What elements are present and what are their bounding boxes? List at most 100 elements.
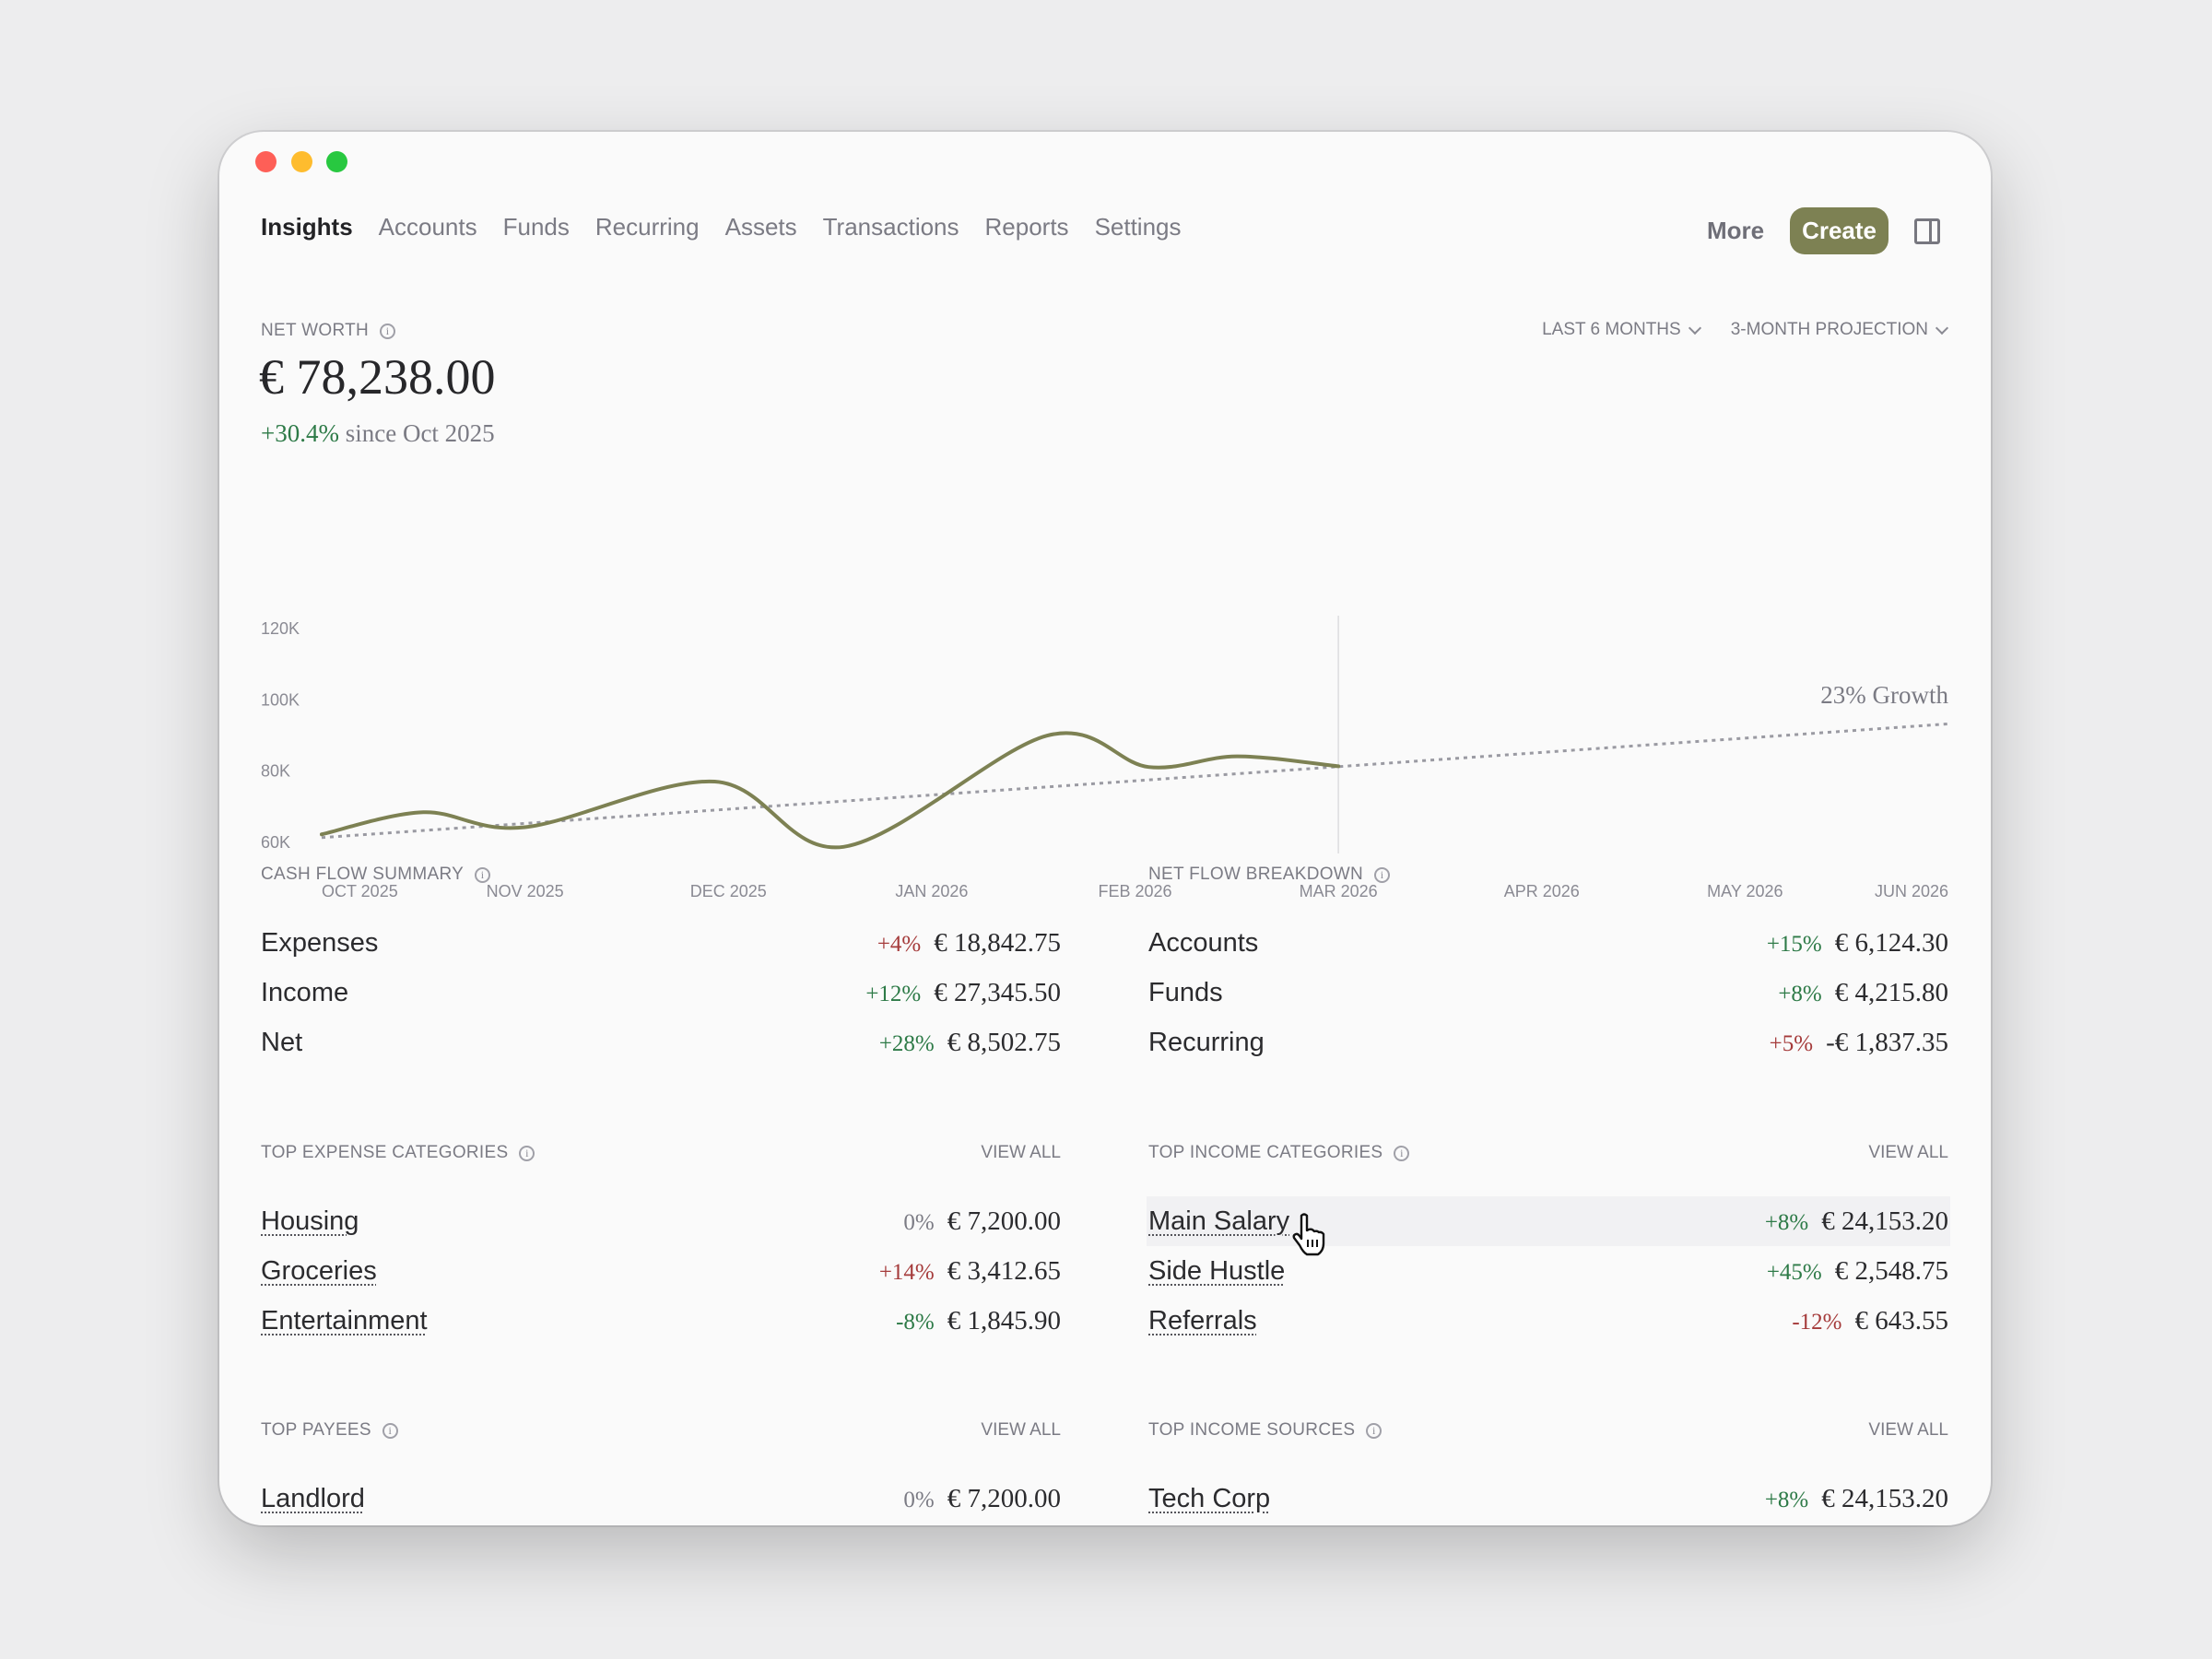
info-icon[interactable]: i (1374, 866, 1391, 883)
change-percent: +30.4% (261, 419, 339, 447)
y-tick-label: 60K (261, 833, 290, 852)
section-header: TOP INCOME CATEGORIES i VIEW ALL (1148, 1141, 1948, 1165)
close-window-button[interactable] (255, 151, 276, 172)
item-name[interactable]: Groceries (261, 1255, 377, 1286)
section-title-wrap: NET FLOW BREAKDOWN i (1148, 865, 1391, 885)
item-name: Net (261, 1027, 303, 1057)
item-change: 0% (903, 1209, 935, 1235)
item-name[interactable]: Housing (261, 1206, 359, 1236)
nav-reports[interactable]: Reports (984, 213, 1069, 241)
create-button[interactable]: Create (1790, 207, 1888, 254)
list-item[interactable]: Groceries +14% € 3,412.65 (259, 1246, 1063, 1296)
nav-accounts[interactable]: Accounts (378, 213, 477, 241)
item-change: +4% (877, 931, 922, 957)
view-all-link[interactable]: VIEW ALL (1868, 1143, 1948, 1162)
net-worth-title: NET WORTH (261, 321, 370, 340)
item-values: 0% € 7,200.00 (903, 1206, 1061, 1237)
view-all-link[interactable]: VIEW ALL (1868, 1420, 1948, 1440)
more-button[interactable]: More (1706, 217, 1765, 244)
list-item[interactable]: Landlord 0% € 7,200.00 (259, 1474, 1063, 1524)
info-icon[interactable]: i (382, 1422, 398, 1439)
minimize-window-button[interactable] (291, 151, 312, 172)
x-tick-label: DEC 2025 (690, 882, 767, 900)
item-name[interactable]: Side Hustle (1148, 1255, 1286, 1286)
x-tick-label: MAR 2026 (1300, 882, 1378, 900)
list-item[interactable]: Side Hustle +45% € 2,548.75 (1147, 1246, 1950, 1296)
nav-assets[interactable]: Assets (724, 213, 797, 241)
view-all-link[interactable]: VIEW ALL (981, 1420, 1061, 1440)
section-title-wrap: TOP EXPENSE CATEGORIES i (261, 1143, 535, 1163)
item-change: +12% (865, 981, 922, 1006)
nav-funds[interactable]: Funds (502, 213, 570, 241)
list-item[interactable]: Main Salary +8% € 24,153.20 (1147, 1196, 1950, 1246)
item-name[interactable]: Entertainment (261, 1305, 428, 1335)
section-title-wrap: TOP INCOME CATEGORIES i (1148, 1143, 1410, 1163)
chart-filters: LAST 6 MONTHS 3-MONTH PROJECTION (1542, 320, 1949, 340)
section-rows: Main Salary +8% € 24,153.20 Side Hustle +45%… (1147, 1196, 1950, 1346)
section-header: CASH FLOW SUMMARY i (261, 863, 1061, 887)
top-payees: TOP PAYEES i VIEW ALL Landlord 0% € 7,200.00 (261, 1418, 1061, 1524)
item-amount: -€ 1,837.35 (1826, 1027, 1948, 1057)
nav-settings[interactable]: Settings (1094, 213, 1182, 241)
item-amount: € 24,153.20 (1821, 1483, 1948, 1513)
nav-transactions[interactable]: Transactions (822, 213, 959, 241)
item-name: Expenses (261, 927, 379, 958)
list-item[interactable]: Tech Corp +8% € 24,153.20 (1147, 1474, 1950, 1524)
section-title: TOP PAYEES (261, 1420, 371, 1440)
projection-dropdown[interactable]: 3-MONTH PROJECTION (1731, 320, 1949, 340)
chevron-down-icon (1688, 321, 1701, 335)
item-amount: € 24,153.20 (1821, 1206, 1948, 1236)
item-values: -8% € 1,845.90 (896, 1306, 1061, 1336)
item-change: +14% (878, 1259, 935, 1285)
info-icon[interactable]: i (519, 1145, 535, 1161)
list-item[interactable]: Entertainment -8% € 1,845.90 (259, 1296, 1063, 1346)
item-change: +8% (1764, 1209, 1809, 1235)
item-name[interactable]: Main Salary (1148, 1206, 1290, 1236)
item-values: +4% € 18,842.75 (877, 928, 1061, 959)
item-amount: € 18,842.75 (934, 927, 1061, 958)
item-name[interactable]: Tech Corp (1148, 1483, 1271, 1513)
main-nav: Insights Accounts Funds Recurring Assets… (261, 213, 1182, 241)
item-amount: € 643.55 (1854, 1305, 1949, 1335)
list-item[interactable]: Referrals -12% € 643.55 (1147, 1296, 1950, 1346)
section-header: TOP INCOME SOURCES i VIEW ALL (1148, 1418, 1948, 1442)
item-change: +28% (878, 1030, 935, 1056)
y-tick-label: 100K (261, 690, 300, 709)
y-tick-label: 80K (261, 762, 290, 781)
nav-insights[interactable]: Insights (261, 213, 353, 241)
item-name: Recurring (1148, 1027, 1265, 1057)
section-title-wrap: CASH FLOW SUMMARY i (261, 865, 491, 885)
chevron-down-icon (1935, 321, 1949, 335)
info-icon[interactable]: i (380, 323, 396, 339)
list-item[interactable]: Housing 0% € 7,200.00 (259, 1196, 1063, 1246)
item-change: -12% (1792, 1309, 1842, 1335)
item-name: Funds (1148, 977, 1223, 1007)
list-item: Accounts +15% € 6,124.30 (1147, 918, 1950, 968)
item-values: +5% -€ 1,837.35 (1770, 1028, 1948, 1058)
net-flow-breakdown: NET FLOW BREAKDOWN i Accounts +15% € 6,124.3… (1148, 863, 1948, 1067)
net-worth-value: € 78,238.00 (259, 349, 496, 405)
info-icon[interactable]: i (475, 866, 491, 883)
info-icon[interactable]: i (1394, 1145, 1410, 1161)
view-all-link[interactable]: VIEW ALL (981, 1143, 1061, 1162)
section-rows: Tech Corp +8% € 24,153.20 (1148, 1474, 1948, 1524)
zoom-window-button[interactable] (326, 151, 347, 172)
top-income-categories: TOP INCOME CATEGORIES i VIEW ALL Main Salar… (1147, 1141, 1950, 1346)
sidebar-toggle-icon[interactable] (1914, 218, 1940, 244)
item-change: +15% (1766, 931, 1822, 957)
section-rows: Accounts +15% € 6,124.30 Funds +8% € 4,215.80… (1148, 918, 1948, 1067)
item-name[interactable]: Referrals (1148, 1305, 1257, 1335)
item-values: +12% € 27,345.50 (865, 978, 1061, 1008)
nav-recurring[interactable]: Recurring (594, 213, 700, 241)
info-icon[interactable]: i (1366, 1422, 1382, 1439)
range-dropdown[interactable]: LAST 6 MONTHS (1542, 320, 1701, 340)
item-name[interactable]: Landlord (261, 1483, 365, 1513)
item-change: +45% (1766, 1259, 1822, 1285)
cash-flow-summary: CASH FLOW SUMMARY i Expenses +4% € 18,842.75… (261, 863, 1061, 1067)
item-values: +15% € 6,124.30 (1767, 928, 1948, 959)
section-rows: Housing 0% € 7,200.00 Groceries +14% € 3,412.… (261, 1196, 1061, 1346)
section-title: TOP INCOME SOURCES (1148, 1420, 1356, 1440)
x-tick-label: NOV 2025 (487, 882, 564, 900)
section-title: TOP EXPENSE CATEGORIES (261, 1143, 509, 1162)
change-period: since Oct 2025 (345, 419, 495, 447)
